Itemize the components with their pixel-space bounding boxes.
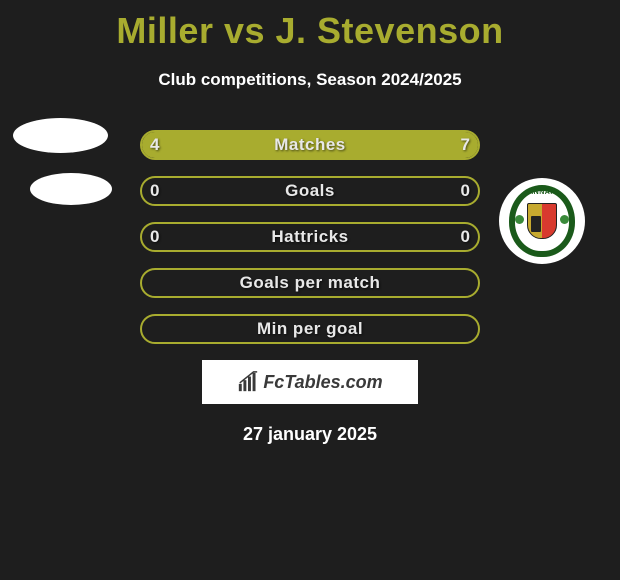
stat-label: Goals per match: [142, 270, 478, 296]
brand-box: FcTables.com: [202, 360, 418, 404]
stat-bar-track: Min per goal: [140, 314, 480, 344]
stat-label: Matches: [142, 132, 478, 158]
stat-label: Hattricks: [142, 224, 478, 250]
stat-bar-track: Goals per match: [140, 268, 480, 298]
stat-bar-track: Hattricks: [140, 222, 480, 252]
stat-label: Min per goal: [142, 316, 478, 342]
stat-row: Matches4 7: [0, 130, 620, 160]
stat-value-left: 4: [150, 130, 159, 160]
stat-bar-track: Matches: [140, 130, 480, 160]
stat-value-left: 0: [150, 176, 159, 206]
page-title: Miller vs J. Stevenson: [0, 0, 620, 52]
stat-value-right: 0: [461, 176, 470, 206]
stat-row: Goals0 0: [0, 176, 620, 206]
stat-row: Hattricks0 0: [0, 222, 620, 252]
stat-value-right: 7: [461, 130, 470, 160]
brand-text: FcTables.com: [263, 372, 382, 393]
bar-chart-icon: [237, 371, 259, 393]
stat-value-left: 0: [150, 222, 159, 252]
subtitle: Club competitions, Season 2024/2025: [0, 70, 620, 90]
stat-value-right: 0: [461, 222, 470, 252]
date-label: 27 january 2025: [0, 424, 620, 445]
stat-bar-track: Goals: [140, 176, 480, 206]
stat-label: Goals: [142, 178, 478, 204]
stat-row: Min per goal: [0, 314, 620, 344]
brand-logo: FcTables.com: [237, 371, 382, 393]
comparison-chart: Matches47Goals00Hattricks00Goals per mat…: [0, 130, 620, 344]
stat-row: Goals per match: [0, 268, 620, 298]
